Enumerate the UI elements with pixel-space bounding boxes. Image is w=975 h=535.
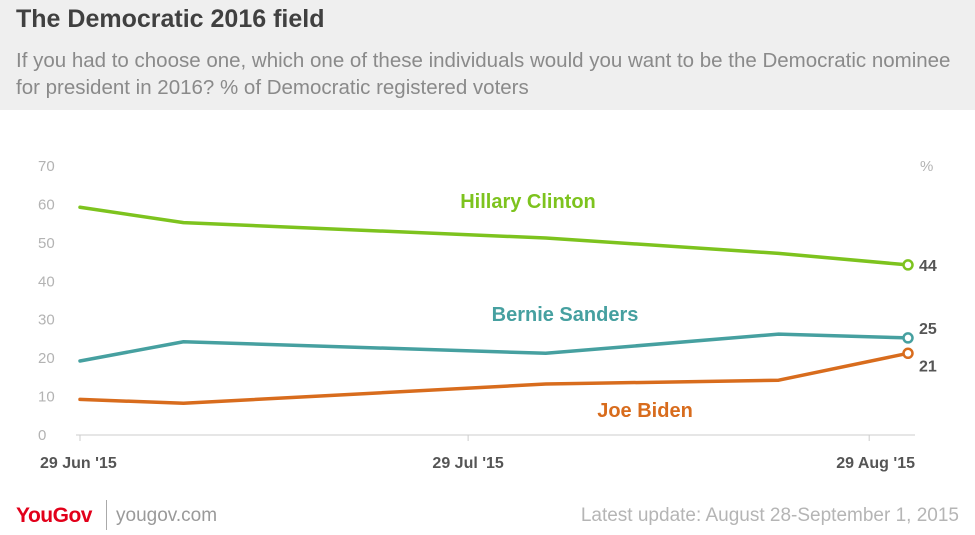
y-tick-label: 60 (38, 196, 55, 213)
series-end-point (902, 332, 914, 344)
series-end-label: 21 (919, 358, 937, 375)
footer-divider (106, 500, 107, 530)
y-tick-label: 70 (38, 158, 55, 175)
series-end-label: 44 (919, 258, 937, 275)
series-line (78, 205, 910, 267)
footer-site-link[interactable]: yougov.com (116, 505, 218, 526)
series-line (78, 351, 910, 406)
series-end-point (902, 347, 914, 360)
y-unit-label: % (920, 158, 933, 175)
x-tick-label: 29 Jun '15 (40, 455, 117, 472)
x-tick-label: 29 Jul '15 (432, 455, 504, 472)
series-end-point (902, 259, 914, 271)
series-name-label: Bernie Sanders (492, 304, 639, 326)
latest-update: Latest update: August 28-September 1, 20… (580, 505, 959, 526)
y-tick-label: 0 (38, 427, 46, 444)
y-tick-label: 10 (38, 389, 55, 406)
series-end-label: 25 (919, 321, 937, 338)
yougov-logo: YouGov (16, 504, 92, 527)
header: The Democratic 2016 field If you had to … (0, 0, 975, 110)
y-tick-label: 30 (38, 312, 55, 329)
series-line (78, 332, 910, 363)
series-name-label: Joe Biden (597, 400, 693, 422)
y-tick-label: 20 (38, 350, 55, 367)
y-tick-label: 40 (38, 273, 55, 290)
x-tick-label: 29 Aug '15 (836, 455, 915, 472)
chart-title: The Democratic 2016 field (16, 5, 325, 33)
y-tick-label: 50 (38, 235, 55, 252)
series-name-label: Hillary Clinton (460, 191, 596, 213)
line-chart: 0 10 20 30 40 50 60 70 % 29 Jun '15 29 Jul '15 29 A… (38, 158, 937, 472)
chart-subtitle: If you had to choose one, which one of t… (16, 49, 951, 99)
